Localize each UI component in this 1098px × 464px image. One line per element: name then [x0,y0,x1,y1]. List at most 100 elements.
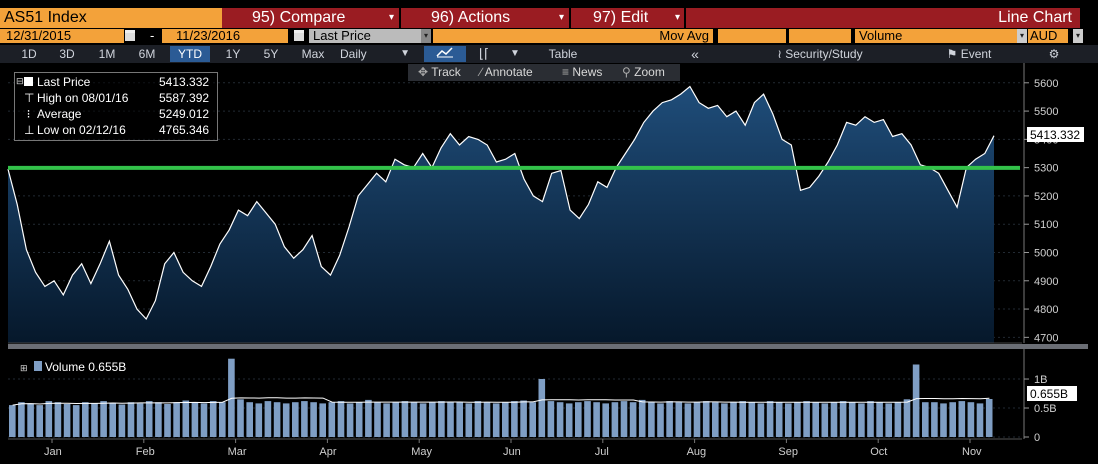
volume-bar [565,403,573,437]
compare-menu[interactable]: 95) Compare ▾ [222,8,399,28]
collapse-icon[interactable]: « [691,46,699,62]
period-1m[interactable]: 1M [98,47,116,61]
chart-style-dropdown-icon[interactable]: ▼ [510,48,520,59]
event-label: Event [960,47,992,61]
volume-bar [447,401,454,437]
volume-bar [438,401,445,437]
legend-last-price[interactable]: Last Price 5413.332 [24,75,209,89]
volume-bar [648,402,655,437]
volume-bar [365,399,372,437]
month-label: May [411,446,432,458]
volume-bar [712,402,719,437]
volume-bar [985,399,993,437]
volume-bar [931,402,938,437]
track-tool[interactable]: ✥ Track [418,65,461,80]
news-tool[interactable]: ≡ News [562,65,602,80]
volume-legend[interactable]: ⊞ Volume 0.655B [16,358,131,376]
volume-bar [310,402,317,437]
legend-collapse-icon[interactable]: ⊟ [16,76,24,86]
volume-bar [702,401,710,437]
period-3d[interactable]: 3D [59,47,75,61]
legend-low[interactable]: ⊥ Low on 02/12/16 4765.346 [24,123,209,137]
table-button[interactable]: Table [548,47,578,61]
volume-bar [273,402,281,437]
volume-bar [63,404,71,437]
volume-bar [18,402,25,437]
volume-collapse-icon: ⊞ [20,363,28,373]
volume-chart[interactable]: 0 0.5B 1B 0.655B Jan Feb Mar Apr May Jun Jul Aug S… [0,349,1098,464]
volume-bar [730,402,737,437]
period-1y[interactable]: 1Y [225,47,241,61]
pane-divider[interactable] [8,344,1088,349]
volume-bar [556,402,564,437]
edit-menu[interactable]: 97) Edit ▾ [571,8,684,28]
volume-bar [958,401,966,437]
volume-bar [155,402,162,437]
volume-bar [182,400,190,437]
line-chart-icon[interactable] [424,46,466,62]
actions-menu[interactable]: 96) Actions ▾ [401,8,569,28]
start-date-input[interactable]: 12/31/2015 [0,29,124,43]
volume-bar [657,403,664,437]
volume-bar [492,403,500,437]
volume-bar [611,402,619,437]
calendar-icon[interactable] [294,30,304,41]
volume-bar [684,403,692,437]
volume-bar [867,401,874,437]
price-tick-label: 5300 [1034,163,1058,175]
mov-avg-input-1[interactable] [718,29,786,43]
legend-high[interactable]: ⊤ High on 08/01/16 5587.392 [24,91,209,105]
mov-avg-input-2[interactable] [789,29,851,43]
period-max[interactable]: Max [301,47,325,61]
series-select[interactable]: Last Price [309,29,423,43]
volume-bar [45,401,53,437]
volume-bar [54,402,62,437]
period-1d[interactable]: 1D [21,47,37,61]
volume-bar [319,403,326,437]
volume-bar [474,401,482,437]
price-tick-label: 5200 [1034,191,1058,203]
volume-bar [885,403,892,437]
volume-bar [82,402,89,437]
bar-style-icon[interactable]: ⌊⌈ [478,46,490,61]
volume-bar [876,402,883,437]
frequency-select[interactable]: Daily ▼ [340,47,410,61]
volume-bar [739,401,746,437]
currency-dropdown-arrow[interactable]: ▾ [1073,29,1083,43]
period-ytd[interactable]: YTD [170,46,210,62]
ticker-field[interactable]: AS51 Index [0,8,224,28]
currency-select[interactable]: AUD [1028,29,1068,43]
volume-bar [100,401,107,437]
volume-bar [346,403,354,437]
volume-bar [547,401,555,437]
price-axis-ticks: 4700480049005000510052005300540055005600 [1024,78,1058,344]
mov-avg-field[interactable]: Mov Avg [433,29,713,43]
period-5y[interactable]: 5Y [263,47,279,61]
actions-label: 96) Actions [431,9,511,26]
event-button[interactable]: ⚑ Event [934,46,1004,62]
annotate-tool[interactable]: ∕ Annotate [480,65,533,80]
volume-bar [164,404,171,437]
volume-tick-label: 0 [1034,432,1040,444]
lower-chart-select[interactable]: Volume [855,29,1021,43]
start-date-value: 12/31/2015 [6,28,72,43]
zoom-tool[interactable]: ⚲ Zoom [622,65,665,80]
gear-icon[interactable]: ⚙ [1048,47,1060,61]
volume-bar [803,401,810,437]
date-separator: - [150,28,155,43]
series-dropdown-arrow[interactable]: ▾ [421,29,431,43]
price-chart[interactable]: 4700480049005000510052005300540055005600… [0,63,1098,345]
volume-bar [766,401,774,437]
calendar-icon[interactable] [125,30,135,41]
period-6m[interactable]: 6M [138,47,156,61]
end-date-input[interactable]: 11/23/2016 [162,29,288,43]
volume-tick-label: 0.5B [1034,403,1057,415]
security-study-button[interactable]: ≀ Security/Study [750,46,890,62]
legend-average[interactable]: ⁝ Average 5249.012 [24,107,209,121]
volume-bar [383,403,390,437]
edit-label: 97) Edit [593,9,649,26]
series-select-value: Last Price [313,28,371,43]
lower-dropdown-arrow[interactable]: ▾ [1017,29,1027,43]
legend-average-label: Average [37,107,82,121]
volume-bar [976,403,984,437]
